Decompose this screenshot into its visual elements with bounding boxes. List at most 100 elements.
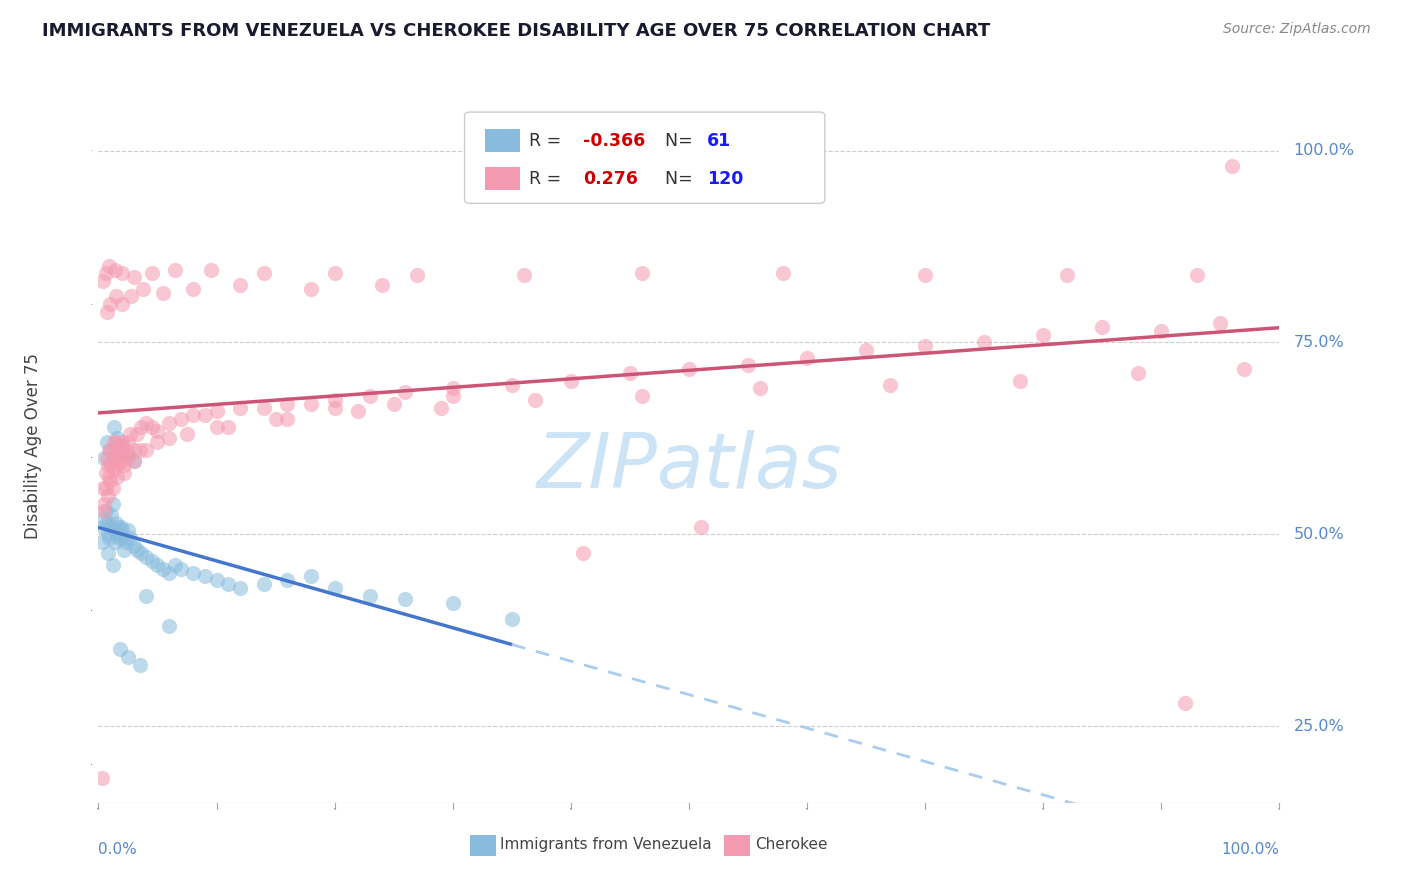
Point [441,596,464,610]
Point [105,469,128,483]
Point [128,442,150,457]
Point [122,270,145,285]
Point [112,447,135,461]
Point [117,447,139,461]
Point [108,450,131,465]
Point [748,381,770,395]
Point [129,419,152,434]
Point [98,474,121,488]
Text: N=: N= [665,132,699,150]
Point [157,416,180,430]
Point [96,435,118,450]
Point [105,435,128,450]
Text: N=: N= [665,169,699,187]
Point [323,581,346,595]
Point [127,427,149,442]
Point [112,458,135,473]
Point [111,435,134,450]
Text: 50.0%: 50.0% [1294,527,1344,541]
Point [101,497,124,511]
Point [111,266,134,280]
Point [98,469,121,483]
Point [394,385,416,400]
Point [157,566,180,580]
Point [441,381,464,395]
Text: Immigrants from Venezuela: Immigrants from Venezuela [501,837,711,852]
Bar [724,835,751,856]
Point [96,304,118,318]
Bar [485,129,520,153]
Point [121,289,143,303]
FancyBboxPatch shape [464,112,825,203]
Point [94,266,117,280]
Point [512,268,534,282]
Point [914,268,936,282]
Point [194,569,217,583]
Point [112,531,135,545]
Point [117,650,139,665]
Point [141,266,163,280]
Bar [471,835,496,856]
Point [120,427,142,442]
Point [176,427,198,442]
Point [117,450,139,465]
Text: ZIPatlas: ZIPatlas [536,431,842,504]
Point [689,519,711,533]
Point [129,546,152,560]
Point [323,266,346,280]
Point [98,442,121,457]
Point [96,516,118,530]
Point [1008,374,1031,388]
Point [914,339,936,353]
Point [114,535,136,549]
Point [217,577,239,591]
Point [122,539,145,553]
Point [1185,268,1208,282]
Point [264,412,287,426]
Point [347,404,370,418]
Point [571,546,593,560]
Point [135,442,157,457]
Point [737,359,759,373]
Text: 61: 61 [707,132,731,150]
Point [96,450,118,465]
Bar [485,168,520,190]
Point [100,508,122,522]
Point [135,550,157,565]
Point [205,419,228,434]
Point [93,512,115,526]
Point [105,431,128,445]
Point [406,268,429,282]
Point [205,574,228,588]
Point [117,435,139,450]
Text: 120: 120 [707,169,742,187]
Point [98,259,121,273]
Point [110,519,132,533]
Point [165,262,187,277]
Point [108,642,131,657]
Point [323,401,346,415]
Point [276,412,298,426]
Point [394,592,416,607]
Point [170,562,193,576]
Point [101,442,124,457]
Point [117,524,139,538]
Point [111,297,134,311]
Point [371,277,394,292]
Point [152,285,174,300]
Point [98,531,121,545]
Point [141,419,163,434]
Point [132,282,155,296]
Point [94,504,117,518]
Text: 25.0%: 25.0% [1294,719,1344,733]
Point [108,531,131,545]
Point [1150,324,1173,338]
Point [128,657,150,672]
Point [430,401,453,415]
Point [103,462,125,476]
Point [97,527,120,541]
Point [105,458,128,473]
Point [104,450,127,465]
Point [98,297,121,311]
Point [146,558,169,572]
